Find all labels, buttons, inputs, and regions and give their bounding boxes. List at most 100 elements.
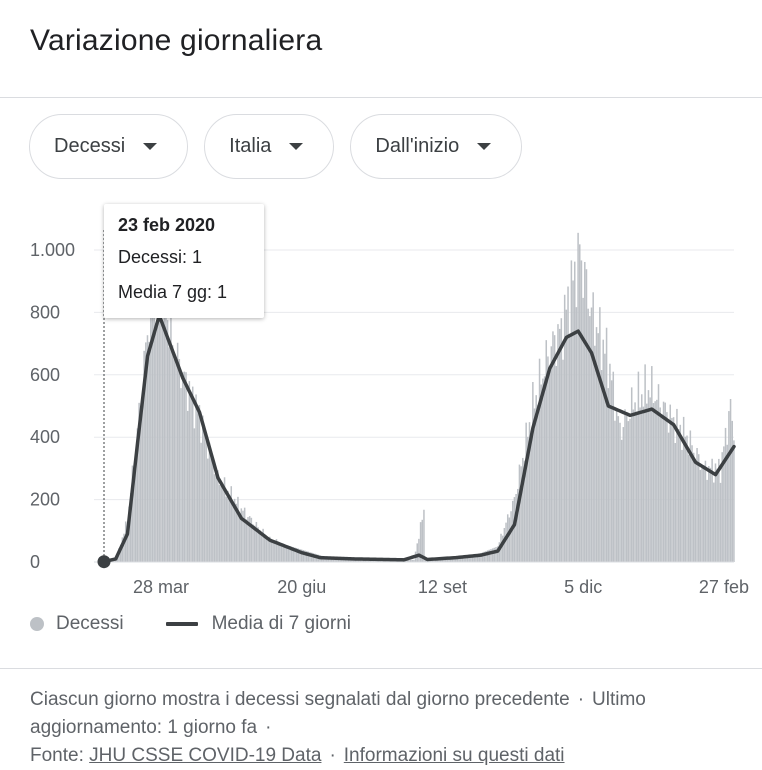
header-divider <box>0 97 762 98</box>
deaths-bar <box>182 372 184 562</box>
deaths-bar <box>204 430 206 562</box>
deaths-bar <box>532 382 534 562</box>
highlight-point <box>98 555 111 568</box>
caret-down-icon <box>477 143 491 150</box>
deaths-bar <box>701 467 703 562</box>
deaths-bar <box>629 419 631 562</box>
deaths-bar <box>599 307 601 562</box>
period-dropdown-label: Dall'inizio <box>375 135 459 158</box>
deaths-bar <box>184 372 186 562</box>
deaths-bar <box>666 412 668 562</box>
deaths-bar <box>220 485 222 562</box>
chart-legend: Decessi Media di 7 giorni <box>30 613 351 635</box>
deaths-bar <box>197 411 199 562</box>
deaths-bar <box>638 372 640 562</box>
y-tick-label: 400 <box>30 427 60 447</box>
tooltip-date: 23 feb 2020 <box>118 214 250 236</box>
deaths-bar <box>678 429 680 562</box>
y-tick-label: 0 <box>30 552 40 572</box>
deaths-bar <box>619 423 621 562</box>
deaths-bar <box>194 428 196 562</box>
footer-separator: · <box>578 689 584 710</box>
deaths-bar <box>148 342 150 562</box>
deaths-bar <box>673 417 675 562</box>
deaths-bar <box>574 262 576 562</box>
deaths-bar <box>271 542 273 562</box>
deaths-bar <box>695 461 697 562</box>
legend-line-label: Media di 7 giorni <box>212 613 351 635</box>
footer-divider <box>0 668 762 669</box>
deaths-bar <box>571 260 573 562</box>
y-tick-label: 200 <box>30 490 60 510</box>
page-title: Variazione giornaliera <box>30 24 322 58</box>
deaths-bar <box>730 399 732 562</box>
deaths-bar <box>680 425 682 562</box>
deaths-bar <box>693 453 695 562</box>
caret-down-icon <box>143 143 157 150</box>
deaths-bar <box>547 356 549 562</box>
deaths-bar <box>177 343 179 562</box>
deaths-bar <box>601 370 603 562</box>
deaths-bar <box>648 390 650 562</box>
deaths-bar <box>688 455 690 562</box>
deaths-bar <box>219 485 221 562</box>
deaths-bar <box>700 470 702 562</box>
deaths-bar <box>277 544 279 562</box>
deaths-bar <box>602 340 604 562</box>
footer-separator: · <box>329 745 335 766</box>
deaths-bar <box>189 381 191 562</box>
deaths-bar <box>731 421 733 562</box>
deaths-bar <box>180 388 182 562</box>
deaths-bar <box>539 359 541 562</box>
deaths-bar <box>569 337 571 562</box>
deaths-bar <box>210 450 212 562</box>
deaths-bar <box>505 523 507 562</box>
deaths-bar <box>636 411 638 562</box>
deaths-bar <box>572 280 574 562</box>
legend-bars-swatch <box>30 617 44 631</box>
x-tick-label: 5 dic <box>564 577 602 597</box>
deaths-bar <box>237 497 239 562</box>
deaths-bar <box>509 517 511 562</box>
deaths-bar <box>172 345 174 562</box>
deaths-bar <box>554 335 556 562</box>
period-dropdown[interactable]: Dall'inizio <box>350 114 522 179</box>
legend-line-swatch <box>166 622 198 626</box>
deaths-bar <box>175 362 177 562</box>
deaths-bar <box>556 366 558 562</box>
deaths-bar <box>718 459 720 562</box>
deaths-bar <box>710 468 712 562</box>
deaths-bar <box>613 372 615 562</box>
x-tick-label: 27 feb <box>699 577 749 597</box>
deaths-bar <box>215 470 217 562</box>
deaths-bar <box>668 433 670 562</box>
deaths-bar <box>279 544 281 563</box>
deaths-bar <box>658 384 660 562</box>
deaths-bar <box>559 329 561 562</box>
deaths-bar <box>229 495 231 562</box>
deaths-bar <box>616 409 618 562</box>
deaths-bar <box>525 423 527 562</box>
deaths-bar <box>649 397 651 562</box>
metric-dropdown[interactable]: Decessi <box>29 114 188 179</box>
footer-source-label: Fonte: <box>30 745 84 766</box>
about-data-link[interactable]: Informazioni su questi dati <box>344 745 565 766</box>
deaths-bar <box>715 463 717 562</box>
deaths-bar <box>167 320 169 562</box>
deaths-bar <box>185 372 187 562</box>
region-dropdown-label: Italia <box>229 135 271 158</box>
source-link[interactable]: JHU CSSE COVID-19 Data <box>89 745 321 766</box>
deaths-bar <box>542 379 544 562</box>
deaths-bar <box>209 443 211 562</box>
deaths-bar <box>150 279 152 562</box>
deaths-bar <box>205 433 207 562</box>
x-tick-label: 12 set <box>418 577 467 597</box>
deaths-bar <box>669 405 671 562</box>
region-dropdown[interactable]: Italia <box>204 114 334 179</box>
deaths-bar <box>703 465 705 562</box>
deaths-bar <box>675 443 677 562</box>
deaths-bar <box>686 436 688 562</box>
deaths-bar <box>653 403 655 562</box>
deaths-bar <box>155 323 157 562</box>
deaths-bar <box>187 411 189 562</box>
